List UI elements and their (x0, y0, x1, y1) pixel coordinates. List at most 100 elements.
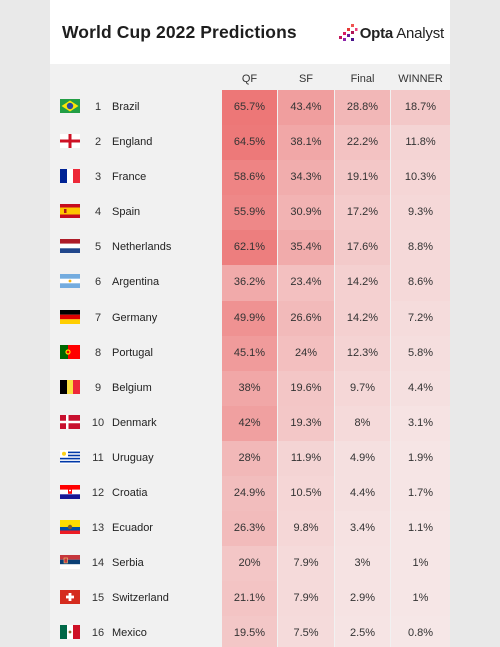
sf-probability: 7.5% (278, 616, 334, 647)
sf-probability: 19.6% (278, 370, 334, 406)
column-header-sf: SF (298, 73, 314, 85)
winner-probability: 8.6% (391, 265, 450, 301)
belgium-flag-icon (60, 379, 80, 394)
portugal-flag-icon (60, 344, 80, 359)
team-name: Serbia (112, 557, 144, 570)
winner-probability: 5.8% (391, 335, 450, 371)
table-row: 11 Uruguay 28% 11.9% 4.9% 1.9% (50, 440, 450, 477)
final-probability: 2.9% (335, 581, 390, 617)
denmark-flag-icon (60, 414, 80, 429)
table-row: 8 Portugal 45.1% 24% 12.3% 5.8% (50, 335, 450, 371)
final-probability: 22.2% (335, 125, 390, 161)
qf-probability: 38% (222, 370, 277, 406)
winner-probability: 8.8% (391, 230, 450, 266)
germany-flag-icon (60, 309, 80, 324)
team-rank: 14 (91, 557, 105, 570)
sf-probability: 38.1% (278, 125, 334, 161)
team-name: Brazil (112, 101, 140, 113)
qf-probability: 19.5% (222, 616, 277, 647)
uruguay-flag-icon (60, 449, 80, 464)
final-probability: 17.2% (335, 195, 390, 231)
mexico-flag-icon (60, 625, 80, 640)
switzerland-flag-icon (60, 590, 80, 605)
qf-probability: 28% (222, 440, 277, 477)
winner-probability: 7.2% (391, 300, 450, 336)
final-probability: 8% (335, 405, 390, 441)
team-name: Portugal (112, 346, 153, 359)
winner-probability: 3.1% (391, 405, 450, 441)
team-rank: 7 (94, 311, 102, 324)
team-name: Germany (112, 311, 158, 324)
team-rank: 12 (91, 487, 105, 500)
winner-probability: 18.7% (391, 90, 450, 126)
final-probability: 2.5% (335, 616, 390, 647)
qf-probability: 64.5% (222, 125, 277, 161)
table-row: 13 Ecuador 26.3% 9.8% 3.4% 1.1% (50, 511, 450, 547)
table-row: 15 Switzerland 21.1% 7.9% 2.9% 1% (50, 581, 450, 617)
team-rank: 10 (91, 416, 105, 429)
header: World Cup 2022 Predictions Opta Analyst (50, 0, 450, 64)
croatia-flag-icon (60, 485, 80, 500)
predictions-card: World Cup 2022 Predictions Opta Analyst … (50, 0, 450, 647)
table-row: 6 Argentina 36.2% 23.4% 14.2% 8.6% (50, 265, 450, 301)
final-probability: 14.2% (335, 265, 390, 301)
qf-probability: 36.2% (222, 265, 277, 301)
team-rank: 11 (92, 451, 104, 464)
column-header-winner: WINNER (398, 73, 443, 85)
sf-probability: 11.9% (278, 440, 334, 477)
team-name: Ecuador (112, 522, 153, 535)
qf-probability: 45.1% (222, 335, 277, 371)
final-probability: 4.9% (335, 440, 390, 477)
team-rank: 1 (94, 101, 102, 113)
team-name: Mexico (112, 627, 147, 640)
winner-probability: 10.3% (391, 160, 450, 196)
team-name: Uruguay (112, 451, 154, 464)
sf-probability: 26.6% (278, 300, 334, 336)
winner-probability: 1% (391, 581, 450, 617)
qf-probability: 24.9% (222, 476, 277, 512)
table-row: 12 Croatia 24.9% 10.5% 4.4% 1.7% (50, 476, 450, 512)
predictions-table: 1 Brazil 65.7% 43.4% 28.8% 18.7% 2 Engla… (50, 90, 450, 647)
final-probability: 3% (335, 546, 390, 582)
qf-probability: 20% (222, 546, 277, 582)
team-rank: 2 (94, 136, 102, 149)
argentina-flag-icon (60, 274, 80, 289)
winner-probability: 1.1% (391, 511, 450, 547)
page-title: World Cup 2022 Predictions (62, 22, 297, 42)
table-row: 9 Belgium 38% 19.6% 9.7% 4.4% (50, 370, 450, 406)
team-name: Croatia (112, 487, 148, 500)
qf-probability: 26.3% (222, 511, 277, 547)
table-row: 7 Germany 49.9% 26.6% 14.2% 7.2% (50, 300, 450, 336)
winner-probability: 1.9% (391, 440, 450, 477)
qf-probability: 58.6% (222, 160, 277, 196)
sf-probability: 34.3% (278, 160, 334, 196)
team-name: Switzerland (112, 592, 169, 605)
final-probability: 19.1% (335, 160, 390, 196)
netherlands-flag-icon (60, 239, 80, 254)
winner-probability: 0.8% (391, 616, 450, 647)
sf-probability: 35.4% (278, 230, 334, 266)
qf-probability: 65.7% (222, 90, 277, 126)
team-rank: 4 (94, 206, 102, 219)
winner-probability: 4.4% (391, 370, 450, 406)
column-header-final: Final (350, 73, 375, 85)
table-row: 16 Mexico 19.5% 7.5% 2.5% 0.8% (50, 616, 450, 647)
sf-probability: 43.4% (278, 90, 334, 126)
sf-probability: 9.8% (278, 511, 334, 547)
sf-probability: 24% (278, 335, 334, 371)
team-name: Netherlands (112, 241, 172, 254)
final-probability: 14.2% (335, 300, 390, 336)
qf-probability: 55.9% (222, 195, 277, 231)
team-name: Spain (112, 206, 141, 219)
winner-probability: 1% (391, 546, 450, 582)
team-rank: 5 (94, 241, 102, 254)
final-probability: 3.4% (335, 511, 390, 547)
column-header-qf: QF (241, 73, 258, 85)
opta-logo-icon (338, 24, 358, 41)
team-rank: 9 (94, 381, 102, 394)
team-rank: 16 (91, 627, 105, 640)
team-name: Belgium (112, 381, 152, 394)
sf-probability: 19.3% (278, 405, 334, 441)
team-name: Argentina (112, 276, 160, 289)
qf-probability: 49.9% (222, 300, 277, 336)
